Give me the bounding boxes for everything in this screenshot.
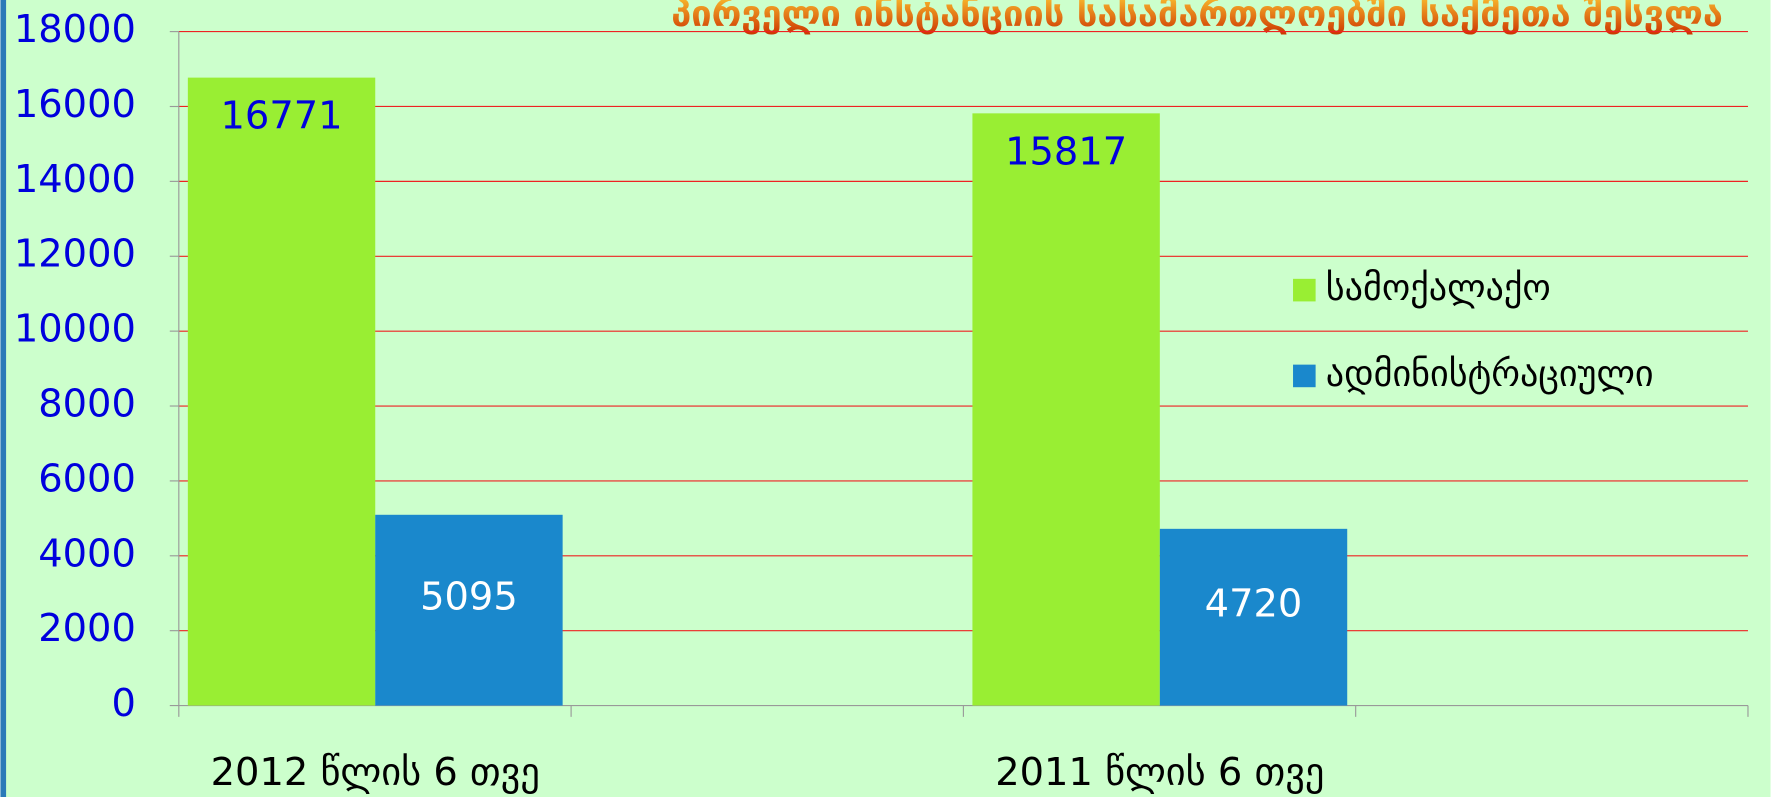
y-tick-label: 0: [111, 681, 135, 726]
y-tick-label: 2000: [38, 606, 136, 651]
y-tick-label: 12000: [14, 232, 136, 277]
legend-label: სამოქალაქო: [1326, 266, 1551, 309]
bar: [187, 77, 376, 706]
y-tick-label: 10000: [14, 307, 136, 352]
data-label: 16771: [221, 94, 343, 139]
x-tick-label: 2011 წლის 6 თვე: [995, 750, 1324, 795]
x-tick-label: 2012 წლის 6 თვე: [211, 750, 540, 795]
y-tick-label: 16000: [14, 82, 136, 127]
data-label: 15817: [1005, 129, 1127, 174]
bar: [375, 514, 563, 706]
bar: [972, 113, 1160, 706]
y-tick-label: 14000: [14, 157, 136, 202]
legend-swatch: [1293, 364, 1316, 388]
edge-strip: [0, 0, 7, 797]
legend-label: ადმინისტრაციული: [1326, 352, 1654, 395]
data-label: 5095: [420, 574, 518, 619]
y-tick-label: 6000: [38, 456, 136, 501]
chart-title: პირველი ინსტანციის სასამართლოებში საქმეთ…: [671, 0, 1723, 35]
y-tick-label: 18000: [14, 7, 136, 52]
data-label: 4720: [1205, 581, 1303, 626]
y-tick-label: 4000: [38, 531, 136, 576]
bar: [1159, 528, 1348, 706]
y-tick-label: 8000: [38, 382, 136, 427]
legend-swatch: [1293, 278, 1316, 302]
